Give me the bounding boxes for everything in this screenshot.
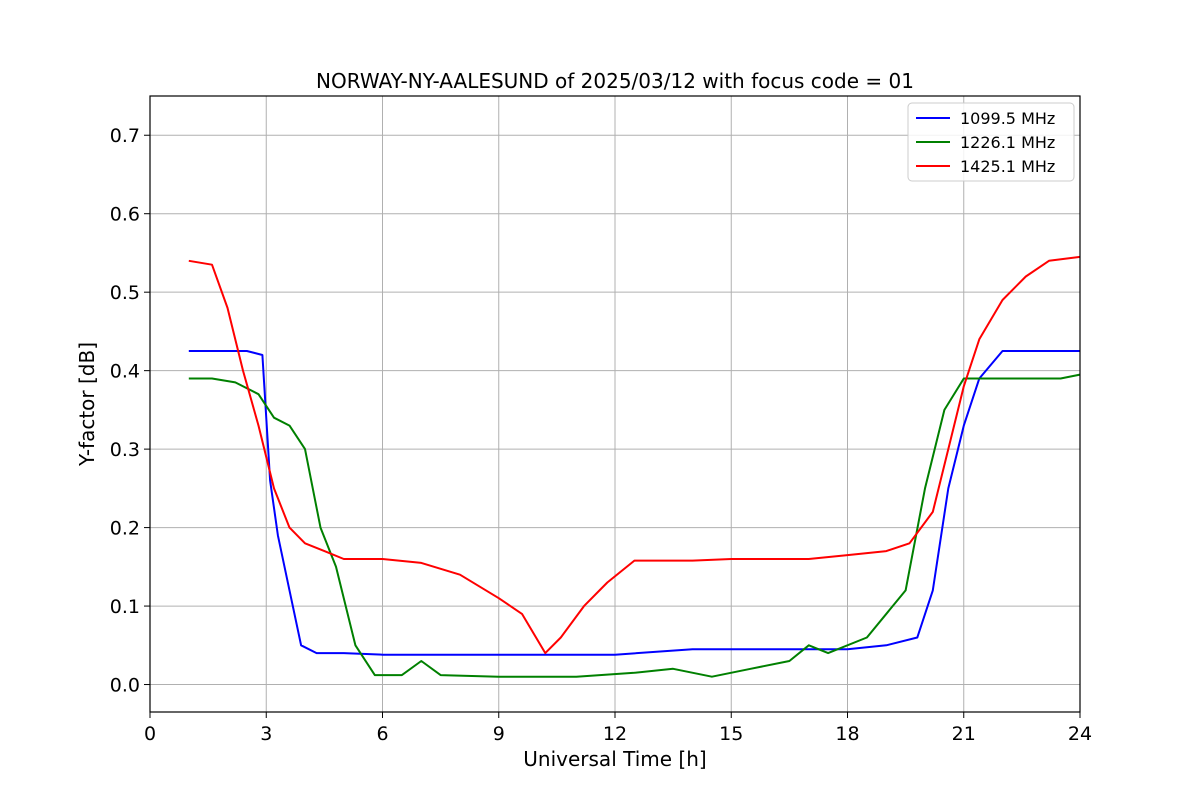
y-tick-label: 0.0 — [110, 675, 140, 697]
x-tick-label: 12 — [603, 723, 627, 745]
x-axis-label: Universal Time [h] — [523, 747, 706, 771]
legend-label: 1099.5 MHz — [960, 109, 1055, 128]
y-axis-label: Y-factor [dB] — [75, 342, 99, 467]
y-tick-label: 0.5 — [110, 282, 140, 304]
x-tick-label: 21 — [952, 723, 976, 745]
legend-label: 1425.1 MHz — [960, 157, 1055, 176]
grid — [149, 96, 1081, 712]
x-tick-label: 24 — [1068, 723, 1092, 745]
y-tick-label: 0.6 — [110, 204, 140, 226]
x-tick-label: 9 — [493, 723, 505, 745]
y-tick-label: 0.7 — [110, 125, 140, 147]
series-layer — [188, 255, 1081, 678]
legend-label: 1226.1 MHz — [960, 133, 1055, 152]
legend-box — [907, 102, 1075, 182]
ticks: 0 3 6 9 12 15 18 21 24 0.0 0.1 0.2 0.3 0.4 0.5 0.6 0.7 — [110, 125, 1092, 745]
series-line-3 — [188, 255, 1081, 655]
x-tick-label: 3 — [260, 723, 272, 745]
series-line-2 — [188, 373, 1081, 678]
x-tick-label: 15 — [719, 723, 743, 745]
chart-title: NORWAY-NY-AALESUND of 2025/03/12 with fo… — [316, 69, 914, 93]
series-line-1 — [188, 350, 1080, 656]
y-tick-label: 0.2 — [110, 518, 140, 540]
x-tick-label: 0 — [144, 723, 156, 745]
y-tick-label: 0.4 — [110, 361, 140, 383]
legend: 1099.5 MHz 1226.1 MHz 1425.1 MHz — [907, 102, 1075, 182]
y-tick-label: 0.1 — [110, 596, 140, 618]
y-tick-label: 0.3 — [110, 439, 140, 461]
x-tick-label: 6 — [376, 723, 388, 745]
x-tick-label: 18 — [835, 723, 859, 745]
